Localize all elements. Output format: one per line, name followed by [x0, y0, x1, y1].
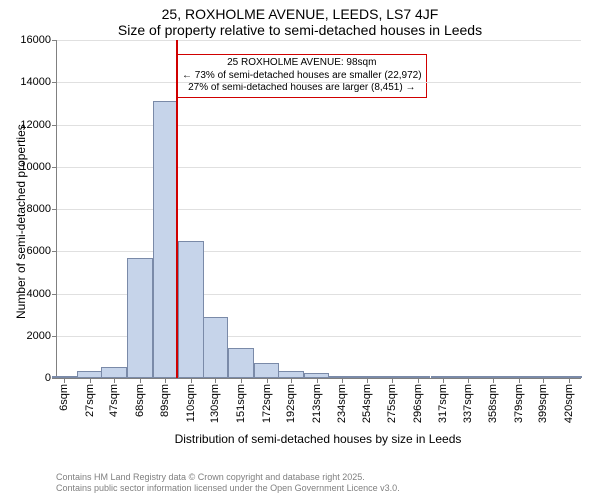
xtick-mark [342, 378, 343, 383]
gridline-h [57, 125, 581, 126]
xtick-label: 379sqm [513, 384, 525, 423]
histogram-bar [278, 371, 304, 378]
marker-line [176, 40, 178, 378]
ytick-label: 4000 [27, 288, 51, 300]
histogram-bar [178, 241, 204, 378]
ytick-mark [52, 378, 57, 379]
xtick-mark [317, 378, 318, 383]
xtick-mark [367, 378, 368, 383]
xtick-label: 275sqm [386, 384, 398, 423]
xtick-mark [392, 378, 393, 383]
ytick-mark [52, 209, 57, 210]
gridline-h [57, 82, 581, 83]
chart-container: 25, ROXHOLME AVENUE, LEEDS, LS7 4JF Size… [0, 0, 600, 500]
xtick-mark [165, 378, 166, 383]
xtick-mark [443, 378, 444, 383]
annotation-line3: 27% of semi-detached houses are larger (… [182, 82, 422, 95]
xtick-label: 337sqm [462, 384, 474, 423]
xtick-mark [241, 378, 242, 383]
xtick-mark [64, 378, 65, 383]
xtick-label: 110sqm [185, 384, 197, 422]
xtick-label: 358sqm [487, 384, 499, 423]
ytick-label: 6000 [27, 245, 51, 257]
xtick-label: 213sqm [311, 384, 323, 423]
footer-credit: Contains HM Land Registry data © Crown c… [56, 472, 400, 494]
xtick-mark [519, 378, 520, 383]
histogram-bar [153, 101, 179, 378]
xtick-label: 399sqm [537, 384, 549, 423]
ytick-mark [52, 125, 57, 126]
xtick-mark [267, 378, 268, 383]
xtick-label: 420sqm [563, 384, 575, 423]
gridline-h [57, 251, 581, 252]
xtick-mark [215, 378, 216, 383]
xtick-mark [493, 378, 494, 383]
plot-area: 25 ROXHOLME AVENUE: 98sqm ← 73% of semi-… [56, 40, 581, 379]
xtick-label: 317sqm [437, 384, 449, 423]
xtick-label: 47sqm [108, 384, 120, 417]
ytick-label: 8000 [27, 203, 51, 215]
footer-line1: Contains HM Land Registry data © Crown c… [56, 472, 400, 483]
histogram-bar [101, 367, 127, 378]
chart-title-line1: 25, ROXHOLME AVENUE, LEEDS, LS7 4JF [0, 6, 600, 22]
xtick-mark [114, 378, 115, 383]
xtick-label: 27sqm [84, 384, 96, 417]
ytick-mark [52, 167, 57, 168]
xtick-label: 6sqm [58, 384, 70, 411]
xtick-label: 172sqm [261, 384, 273, 423]
annotation-box: 25 ROXHOLME AVENUE: 98sqm ← 73% of semi-… [177, 54, 427, 98]
chart-title-line2: Size of property relative to semi-detach… [0, 22, 600, 38]
xtick-mark [543, 378, 544, 383]
annotation-line2: ← 73% of semi-detached houses are smalle… [182, 70, 422, 83]
xtick-mark [191, 378, 192, 383]
ytick-label: 14000 [20, 76, 51, 88]
ytick-mark [52, 40, 57, 41]
xtick-mark [140, 378, 141, 383]
gridline-h [57, 209, 581, 210]
ytick-mark [52, 251, 57, 252]
xtick-mark [90, 378, 91, 383]
ytick-mark [52, 82, 57, 83]
xtick-mark [569, 378, 570, 383]
histogram-bar [254, 363, 280, 378]
y-axis-label: Number of semi-detached properties [14, 124, 28, 319]
histogram-bar [127, 258, 153, 378]
xtick-label: 151sqm [235, 384, 247, 423]
xtick-label: 296sqm [412, 384, 424, 423]
histogram-bar [228, 348, 254, 378]
xtick-label: 89sqm [159, 384, 171, 417]
gridline-h [57, 40, 581, 41]
xtick-mark [468, 378, 469, 383]
histogram-bar [77, 371, 103, 378]
xtick-label: 68sqm [134, 384, 146, 417]
xtick-label: 234sqm [336, 384, 348, 423]
xtick-mark [418, 378, 419, 383]
ytick-mark [52, 294, 57, 295]
gridline-h [57, 167, 581, 168]
xtick-mark [291, 378, 292, 383]
histogram-bar [203, 317, 229, 378]
xtick-label: 192sqm [285, 384, 297, 423]
x-axis-label: Distribution of semi-detached houses by … [56, 432, 580, 446]
annotation-line1: 25 ROXHOLME AVENUE: 98sqm [182, 57, 422, 70]
ytick-mark [52, 336, 57, 337]
ytick-label: 16000 [20, 34, 51, 46]
footer-line2: Contains public sector information licen… [56, 483, 400, 494]
chart-title-block: 25, ROXHOLME AVENUE, LEEDS, LS7 4JF Size… [0, 0, 600, 38]
ytick-label: 2000 [27, 330, 51, 342]
xtick-label: 130sqm [209, 384, 221, 423]
xtick-label: 254sqm [361, 384, 373, 423]
ytick-label: 0 [45, 372, 51, 384]
